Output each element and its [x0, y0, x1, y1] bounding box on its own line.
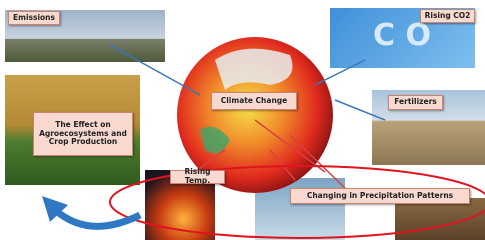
arrow	[110, 45, 200, 95]
node-label: The Effect on Agroecosystems and Crop Pr…	[33, 112, 133, 156]
node-label: Changing in Precipitation Patterns	[290, 188, 470, 204]
page: C O Emissions Rising CO2 Climate Change …	[0, 0, 485, 240]
node-label: Fertilizers	[388, 95, 443, 110]
co2-cloud-art: C O	[373, 18, 431, 53]
arrow	[335, 100, 385, 120]
node-label: Climate Change	[211, 92, 297, 110]
node-label: Rising CO2	[420, 9, 475, 23]
node-label: Emissions	[8, 11, 60, 25]
feedback-arrow	[55, 210, 140, 226]
node-label: Rising Temp.	[170, 170, 225, 184]
arrow	[315, 60, 365, 85]
